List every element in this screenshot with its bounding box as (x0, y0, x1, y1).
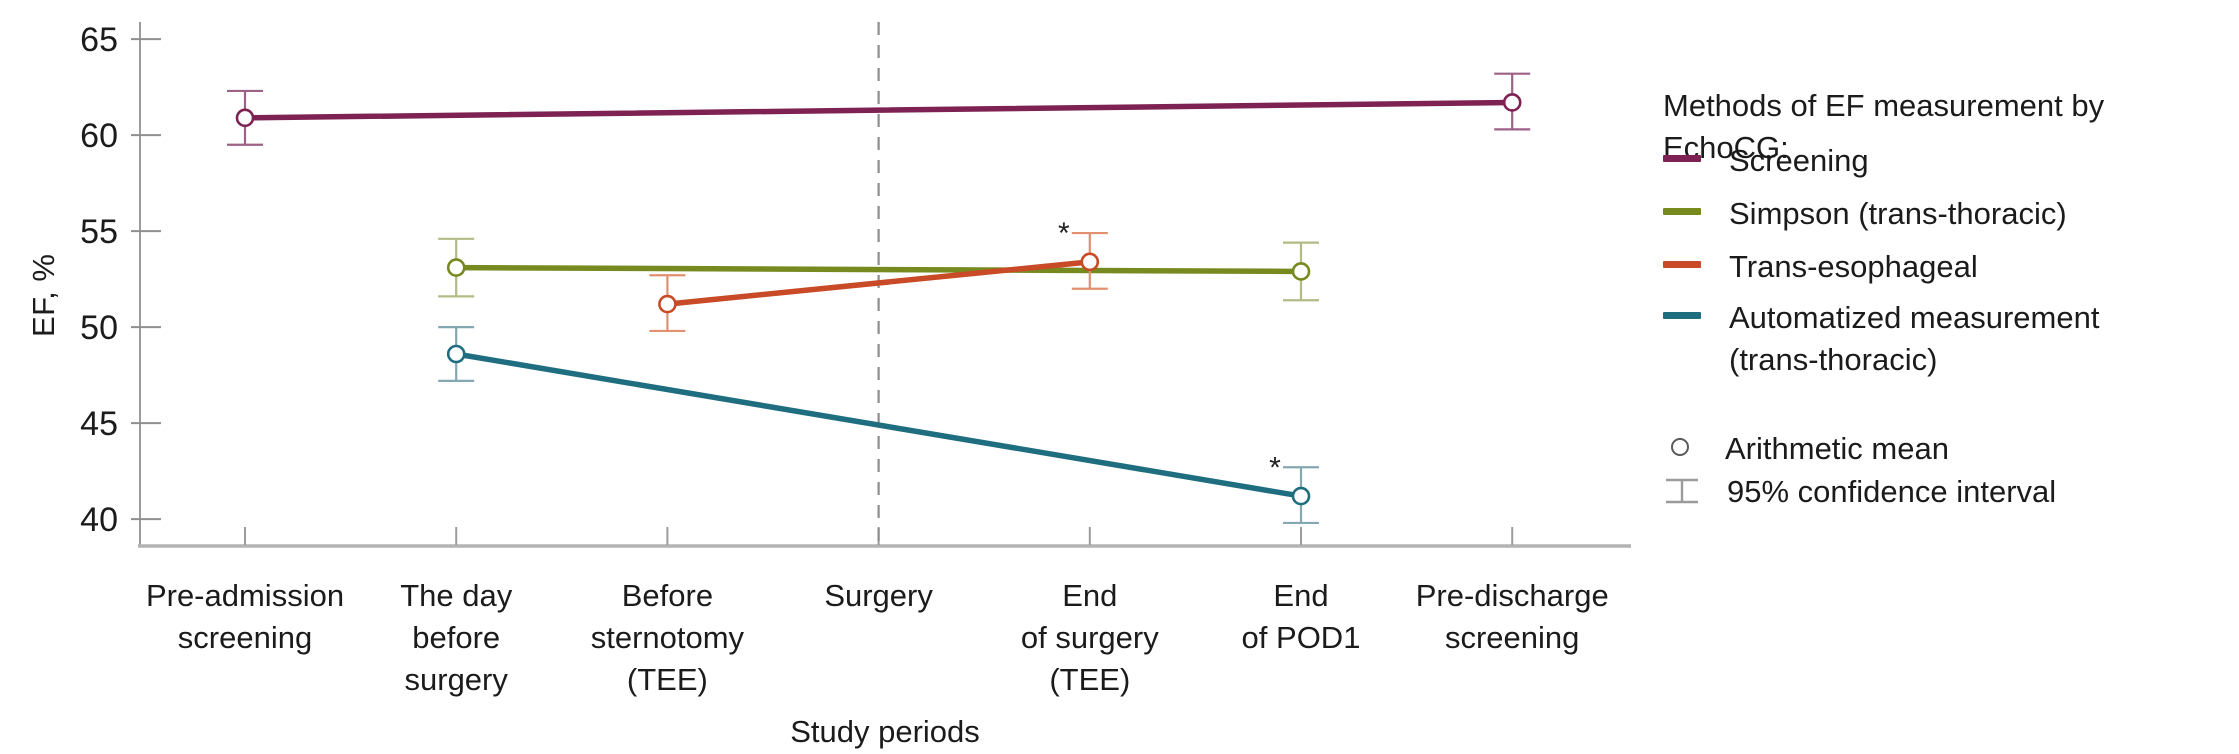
legend-item-label: Simpson (trans-thoracic) (1729, 196, 2067, 231)
legend-item-trans-esophageal: Trans-esophageal (1663, 246, 1978, 288)
legend-swatch-trans-esophageal (1663, 261, 1701, 268)
mean-marker (235, 108, 255, 128)
legend-swatch-simpson (1663, 208, 1701, 215)
legend-item-label: 95% confidence interval (1727, 474, 2057, 509)
axes: 40 45 50 55 60 65 Pre-admission screening The da… (80, 21, 1631, 697)
series-screening (227, 72, 1531, 146)
series-line (664, 259, 1093, 307)
legend-swatch-automatized (1663, 312, 1701, 319)
y-tick-label: 55 (80, 213, 118, 251)
x-axis-title: Study periods (790, 714, 980, 749)
mean-marker (1291, 486, 1311, 506)
mean-marker (1291, 262, 1311, 281)
mean-marker (446, 344, 466, 364)
x-category-label: Pre-discharge screening (1416, 578, 1609, 655)
legend-item-confidence-interval: 95% confidence interval (1663, 471, 2056, 513)
legend-item-label: Trans-esophageal (1729, 249, 1978, 284)
x-category-label: Surgery (824, 578, 933, 613)
y-tick-label: 60 (80, 117, 118, 155)
y-tick-label: 40 (80, 501, 118, 539)
legend-item-screening: Screening (1663, 140, 1869, 182)
y-axis-title: EF, % (26, 253, 61, 337)
mean-marker (1502, 93, 1522, 112)
mean-marker (658, 294, 677, 314)
x-category-label: End of POD1 (1242, 578, 1361, 655)
significance-asterisk: * (1058, 217, 1070, 250)
series-automatized-measurement-trans-thoracic: * (438, 326, 1319, 525)
x-category-label: The day before surgery (400, 578, 513, 697)
legend-item-automatized: Automatized measurement (trans-thoracic) (1663, 297, 2159, 381)
series-line (242, 99, 1515, 121)
legend-item-label: Automatized measurement (trans-thoracic) (1729, 300, 2100, 377)
legend-item-label: Arithmetic mean (1725, 431, 1949, 466)
series-line (453, 264, 1304, 275)
legend-swatch-screening (1663, 155, 1701, 162)
significance-asterisk: * (1269, 451, 1281, 484)
y-tick-label: 65 (80, 21, 118, 59)
y-tick-label: 50 (80, 309, 118, 347)
legend-item-simpson: Simpson (trans-thoracic) (1663, 193, 2067, 235)
line-chart-plot: 40 45 50 55 60 65 Pre-admission screening The da… (80, 21, 1631, 697)
x-category-label: Pre-admission screening (146, 578, 344, 655)
series-simpson-trans-thoracic (438, 237, 1319, 302)
legend-item-arithmetic-mean: Arithmetic mean (1663, 428, 1949, 470)
series-line (453, 351, 1304, 499)
mean-marker (1080, 252, 1100, 272)
arithmetic-mean-icon (1671, 438, 1689, 456)
legend-item-label: Screening (1729, 143, 1869, 178)
mean-marker (446, 258, 466, 277)
y-tick-label: 45 (80, 405, 118, 443)
x-category-label: End of surgery (TEE) (1021, 578, 1159, 697)
x-category-label: Before sternotomy (TEE) (591, 578, 745, 697)
confidence-interval-icon (1666, 478, 1698, 504)
series-trans-esophageal: * (649, 217, 1108, 333)
legend-title: Methods of EF measurement by EchoCG: (1663, 88, 2105, 165)
